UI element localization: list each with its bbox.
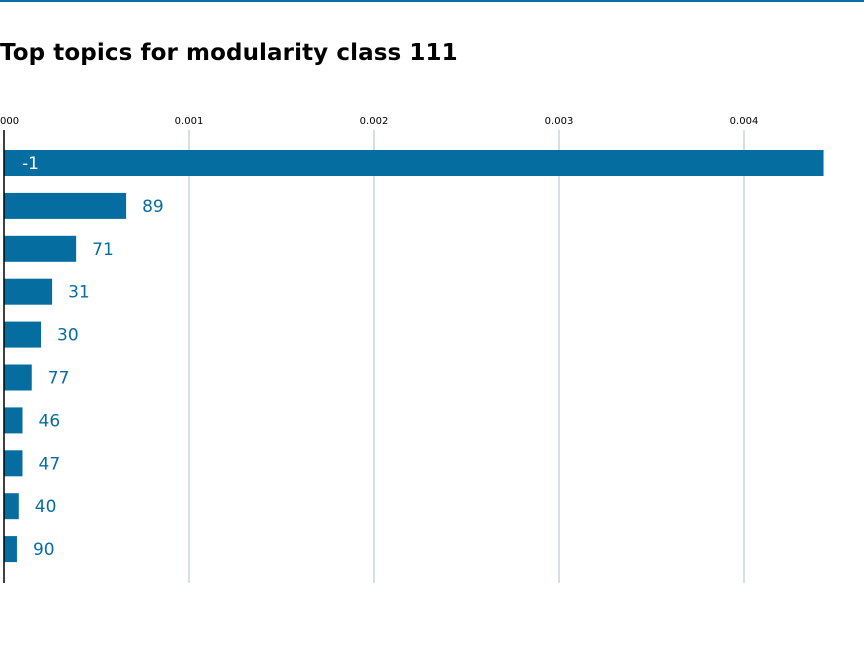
bar-label-90: 90 xyxy=(33,540,55,560)
bar-label-47: 47 xyxy=(39,454,61,474)
bar-89 xyxy=(4,192,127,219)
x-tick-label: 000 xyxy=(0,116,19,127)
bar-label-30: 30 xyxy=(57,326,79,346)
bar-label-77: 77 xyxy=(48,369,70,389)
grid-lines xyxy=(188,130,745,583)
bar-label-46: 46 xyxy=(39,411,61,431)
x-tick-label: 0.002 xyxy=(360,116,389,127)
x-tick-labels: 000 0.001 0.002 0.003 0.004 xyxy=(0,116,758,127)
bar-label--1: -1 xyxy=(22,154,39,174)
x-tick-label: 0.004 xyxy=(730,116,759,127)
bar-label-40: 40 xyxy=(35,497,57,517)
bar-31 xyxy=(4,278,53,305)
bar-label-89: 89 xyxy=(142,197,164,217)
bar-71 xyxy=(4,235,77,262)
bar-46 xyxy=(4,407,23,434)
bar-labels: -1 89 71 31 30 77 46 47 40 90 xyxy=(22,154,164,560)
bar-47 xyxy=(4,450,23,477)
x-tick-label: 0.001 xyxy=(175,116,204,127)
x-tick-label: 0.003 xyxy=(545,116,574,127)
bar-90 xyxy=(4,536,17,563)
bar-label-71: 71 xyxy=(92,240,114,260)
bars xyxy=(4,150,824,563)
bar-77 xyxy=(4,364,32,391)
bar-label-31: 31 xyxy=(68,283,90,303)
bar-40 xyxy=(4,493,19,520)
bar--1 xyxy=(4,150,824,176)
bar-30 xyxy=(4,321,41,348)
chart-title: Top topics for modularity class 111 xyxy=(0,40,458,66)
top-rule xyxy=(0,0,864,2)
